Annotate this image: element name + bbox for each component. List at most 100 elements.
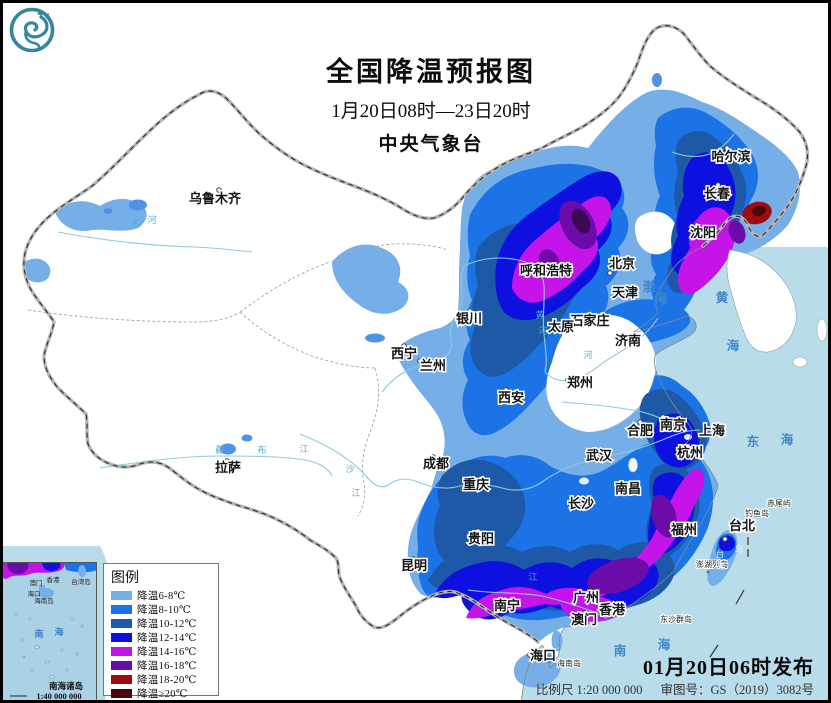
rivers bbox=[57, 133, 735, 619]
lake bbox=[129, 199, 147, 211]
city-dot bbox=[614, 285, 620, 291]
penghu-dot bbox=[706, 570, 710, 574]
legend-label: 降温8-10℃ bbox=[137, 605, 192, 617]
cooling-area bbox=[538, 249, 560, 275]
city-dot bbox=[622, 481, 628, 487]
city-label: 香港 bbox=[598, 602, 626, 617]
city-dot bbox=[702, 423, 708, 429]
city-dot bbox=[607, 270, 613, 276]
river-name-label: 江 bbox=[528, 572, 537, 582]
river-yangtze bbox=[299, 429, 701, 491]
river-songhua bbox=[671, 133, 735, 158]
province-borders bbox=[27, 243, 449, 517]
city-dot bbox=[430, 454, 436, 460]
city-dot bbox=[503, 387, 509, 393]
river-labels: 木河黄河河沙江藏布江江 bbox=[130, 214, 592, 582]
city-label: 天津 bbox=[612, 285, 638, 300]
cooling-area bbox=[650, 494, 678, 538]
city-label: 昆明 bbox=[401, 558, 427, 573]
inset-labels: 澳门 香港 台湾岛海口海南岛南海 bbox=[28, 575, 91, 639]
river-name-label: 沙 bbox=[345, 464, 354, 474]
city-label: 台北 bbox=[729, 518, 755, 533]
legend-box: 图例 降温6-8℃ 降温8-10℃ 降温10-12℃ 降温12-14℃ 降温14-16℃… bbox=[103, 563, 219, 700]
korea-landmass bbox=[726, 249, 797, 353]
city-label: 呼和浩特 bbox=[520, 263, 572, 278]
taiwan-island-label: 湾 bbox=[716, 561, 725, 571]
islet bbox=[22, 655, 26, 659]
inset-sea bbox=[2, 562, 97, 701]
lake bbox=[241, 434, 253, 442]
island-name-label: 东沙群岛 bbox=[660, 614, 692, 624]
islet bbox=[75, 652, 79, 656]
lake bbox=[579, 477, 589, 485]
city-dot bbox=[722, 536, 728, 542]
logo-dragon-horn bbox=[37, 10, 43, 16]
city-dot bbox=[685, 443, 691, 449]
river-name-label: 河 bbox=[583, 349, 592, 360]
city-dot bbox=[569, 315, 575, 321]
city-label: 福州 bbox=[670, 522, 697, 537]
hainan-north-spot bbox=[540, 655, 554, 663]
city-dot bbox=[539, 261, 545, 267]
china-national-border bbox=[22, 23, 810, 644]
city-dot bbox=[471, 475, 477, 481]
province-border bbox=[239, 311, 376, 369]
inset-coast-purple bbox=[7, 562, 29, 574]
legend-row: 降温12-14℃ bbox=[111, 631, 218, 645]
islet bbox=[44, 660, 50, 664]
city-dot bbox=[502, 596, 508, 602]
city-label: 西安 bbox=[498, 390, 524, 405]
province-border bbox=[27, 309, 241, 323]
city-label: 重庆 bbox=[463, 477, 489, 492]
river-name-label: 木 bbox=[130, 217, 139, 228]
city-label: 上海 bbox=[699, 423, 725, 438]
legend-swatch bbox=[111, 674, 132, 684]
city-label: 长春 bbox=[704, 186, 731, 201]
city-dot bbox=[527, 652, 533, 658]
city-label: 太原 bbox=[547, 319, 574, 334]
province-border bbox=[357, 367, 379, 517]
island-name-label: 钓鱼岛 bbox=[745, 508, 769, 518]
legend-label: 降温≥20℃ bbox=[137, 688, 188, 700]
inset-sea-label: 海 bbox=[54, 626, 63, 637]
cma-dragon-logo-icon bbox=[9, 7, 55, 53]
river-name-label: 江 bbox=[299, 444, 308, 454]
city-label: 济南 bbox=[615, 333, 641, 348]
city-label: 石家庄 bbox=[569, 313, 609, 328]
city-dot bbox=[401, 343, 407, 349]
city-label: 成都 bbox=[423, 456, 449, 471]
city-label: 杭州 bbox=[677, 445, 703, 460]
city-label: 兰州 bbox=[420, 358, 446, 373]
city-label: 乌鲁木齐 bbox=[189, 191, 242, 206]
city-dot bbox=[475, 528, 481, 534]
legend-label: 降温10-12℃ bbox=[137, 619, 197, 631]
inset-taiwan bbox=[78, 565, 86, 577]
legend-row: 降温8-10℃ bbox=[111, 603, 218, 617]
river-name-label: 江 bbox=[351, 488, 360, 498]
inset-leizhou bbox=[39, 585, 45, 591]
city-label: 贵阳 bbox=[468, 531, 494, 546]
south-china-sea-inset-map: 澳门 香港 台湾岛海口海南岛南海 南海诸岛 1:40 000 000 bbox=[2, 562, 97, 701]
cooling-area bbox=[466, 468, 705, 619]
inset-place-label: 台湾岛 bbox=[71, 577, 91, 586]
taiwan-island-label: 台 bbox=[716, 549, 725, 559]
city-label: 澳门 bbox=[571, 612, 597, 627]
city-label: 西宁 bbox=[391, 346, 417, 361]
city-label: 南京 bbox=[660, 417, 686, 432]
island-name-label: 赤尾屿 bbox=[767, 499, 791, 508]
legend-swatch bbox=[111, 605, 132, 615]
lake bbox=[652, 73, 662, 87]
lake bbox=[365, 333, 385, 343]
island-jeju bbox=[792, 356, 808, 368]
legend-swatch bbox=[111, 591, 132, 601]
publish-time: 01月20日06时发布 bbox=[643, 657, 814, 679]
island-name-label: 海南岛 bbox=[557, 658, 581, 668]
sea-name-label: 南 bbox=[614, 643, 627, 658]
coastline bbox=[520, 246, 719, 703]
sea-name-label: 黄 bbox=[716, 290, 729, 305]
sea-name-label: 海 bbox=[655, 291, 668, 306]
